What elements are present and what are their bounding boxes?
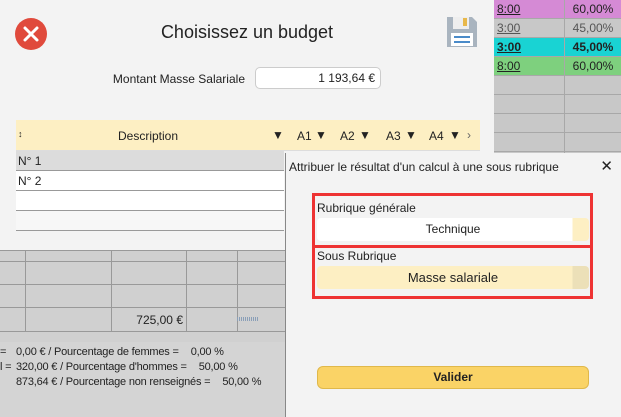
validate-button[interactable]: Valider: [317, 366, 589, 389]
schedule-row: [494, 133, 621, 152]
table-row[interactable]: [16, 191, 284, 211]
budget-dialog: Choisissez un budget Montant Masse Salar…: [0, 0, 494, 250]
schedule-row: [494, 76, 621, 95]
rubrique-select[interactable]: Technique: [317, 218, 589, 241]
schedule-row: 3:00 45,00%: [494, 38, 621, 57]
save-icon[interactable]: [445, 15, 479, 49]
summary-line: 873,64 € / Pourcentage non renseignés = 5…: [0, 375, 285, 390]
summary-prefix: =: [0, 346, 7, 358]
table-header: ↕ Description ▼ A1 ▼ A2 ▼ A3 ▼ A4 ▼ ›: [16, 120, 480, 151]
summary-prefix: l =: [0, 361, 12, 373]
time-cell: 8:00: [494, 0, 565, 18]
percent-cell: 60,00%: [572, 2, 614, 16]
summary-prefix: [0, 375, 16, 390]
summary-line: = 0,00 € / Pourcentage de femmes = 0,00 %: [0, 345, 285, 360]
summary-line: l = 320,00 € / Pourcentage d'hommes = 50,0…: [0, 360, 285, 375]
column-a3[interactable]: A3: [386, 129, 401, 143]
amount-label: Montant Masse Salariale: [112, 72, 245, 86]
filter-icon[interactable]: ▼: [315, 128, 327, 142]
sous-rubrique-select[interactable]: Masse salariale: [317, 266, 589, 289]
summary-amount: 873,64 € / Pourcentage non renseignés =: [16, 376, 211, 388]
column-description[interactable]: Description: [118, 129, 179, 143]
time-cell: 3:00: [494, 38, 565, 56]
summary-percent: 0,00 %: [190, 346, 224, 358]
percent-cell: 60,00%: [572, 59, 614, 73]
rubrique-label: Rubrique générale: [317, 201, 416, 215]
schedule-row: 8:00 60,00%: [494, 57, 621, 76]
time-cell: 3:00: [494, 19, 565, 37]
column-a2[interactable]: A2: [340, 129, 355, 143]
filter-icon[interactable]: ▼: [272, 128, 284, 142]
assign-dialog: Attribuer le résultat d'un calcul à une …: [285, 153, 621, 417]
background-grid: 725,00 €: [0, 250, 285, 417]
amount-field[interactable]: 1 193,64 €: [255, 67, 381, 89]
percent-cell: 45,00%: [572, 40, 614, 54]
chevron-right-icon[interactable]: ›: [467, 128, 471, 142]
schedule-row: [494, 95, 621, 114]
filter-icon[interactable]: ▼: [405, 128, 417, 142]
summary-percent: 50,00 %: [198, 361, 238, 373]
table-row[interactable]: N° 1: [16, 151, 284, 171]
grid-amount: 725,00 €: [136, 313, 183, 327]
sort-icon[interactable]: ↕: [18, 129, 23, 139]
filter-icon[interactable]: ▼: [359, 128, 371, 142]
close-icon[interactable]: ✕: [600, 158, 613, 175]
schedule-row: 3:00 45,00%: [494, 19, 621, 38]
dialog-title: Attribuer le résultat d'un calcul à une …: [289, 160, 559, 174]
summary-amount: 0,00 € / Pourcentage de femmes =: [16, 346, 179, 358]
table-row[interactable]: N° 2: [16, 171, 284, 191]
filter-icon[interactable]: ▼: [449, 128, 461, 142]
page-title: Choisissez un budget: [160, 22, 334, 42]
table-row[interactable]: [16, 211, 284, 231]
summary-percent: 50,00 %: [222, 376, 262, 388]
time-cell: 8:00: [494, 57, 565, 75]
scroll-grip[interactable]: [237, 317, 259, 321]
percent-cell: 45,00%: [572, 21, 614, 35]
close-icon[interactable]: [15, 18, 47, 50]
summary-amount: 320,00 € / Pourcentage d'hommes =: [16, 361, 187, 373]
schedule-row: 8:00 60,00%: [494, 0, 621, 19]
column-a4[interactable]: A4: [429, 129, 444, 143]
sous-rubrique-label: Sous Rubrique: [317, 249, 397, 263]
schedule-row: [494, 114, 621, 133]
column-a1[interactable]: A1: [297, 129, 312, 143]
